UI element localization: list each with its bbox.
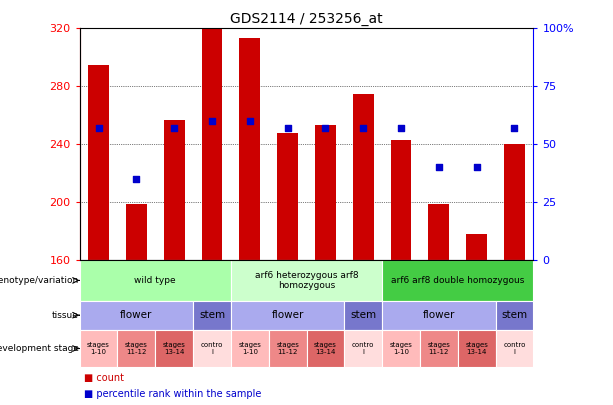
Bar [353, 94, 373, 260]
Text: genotype/variation: genotype/variation [0, 276, 79, 285]
Bar [345, 301, 382, 330]
Bar [345, 330, 382, 367]
Text: contro
l: contro l [352, 342, 375, 355]
Text: stages
1-10: stages 1-10 [87, 342, 110, 355]
Point [472, 164, 482, 171]
Point [207, 118, 217, 124]
Text: stages
11-12: stages 11-12 [276, 342, 299, 355]
Point [358, 125, 368, 131]
Bar [390, 140, 411, 260]
Title: GDS2114 / 253256_at: GDS2114 / 253256_at [230, 12, 383, 26]
Text: stem: stem [199, 310, 225, 320]
Bar [80, 330, 118, 367]
Bar [466, 234, 487, 260]
Point [321, 125, 330, 131]
Text: contro
l: contro l [201, 342, 223, 355]
Point [94, 125, 104, 131]
Bar [268, 330, 306, 367]
Bar [495, 330, 533, 367]
Point [434, 164, 444, 171]
Bar [202, 24, 223, 260]
Text: stages
1-10: stages 1-10 [390, 342, 413, 355]
Text: flower: flower [422, 310, 455, 320]
Bar [193, 330, 231, 367]
Text: stages
13-14: stages 13-14 [163, 342, 186, 355]
Bar [80, 301, 193, 330]
Bar [231, 301, 345, 330]
Bar [80, 260, 231, 301]
Text: wild type: wild type [134, 276, 176, 285]
Bar [504, 144, 525, 260]
Bar [240, 38, 260, 260]
Text: arf6 arf8 double homozygous: arf6 arf8 double homozygous [391, 276, 524, 285]
Text: flower: flower [272, 310, 304, 320]
Text: stages
13-14: stages 13-14 [314, 342, 337, 355]
Point [396, 125, 406, 131]
Point [245, 118, 255, 124]
Point [283, 125, 292, 131]
Bar [277, 133, 298, 260]
Bar [382, 330, 420, 367]
Bar [315, 126, 336, 260]
Text: stem: stem [350, 310, 376, 320]
Text: arf6 heterozygous arf8
homozygous: arf6 heterozygous arf8 homozygous [254, 271, 359, 290]
Bar [495, 301, 533, 330]
Point [509, 125, 519, 131]
Bar [306, 330, 345, 367]
Text: ■ percentile rank within the sample: ■ percentile rank within the sample [84, 390, 262, 399]
Text: stages
11-12: stages 11-12 [125, 342, 148, 355]
Text: stages
13-14: stages 13-14 [465, 342, 488, 355]
Bar [231, 260, 382, 301]
Text: stages
1-10: stages 1-10 [238, 342, 261, 355]
Text: ■ count: ■ count [84, 373, 124, 383]
Text: contro
l: contro l [503, 342, 525, 355]
Bar [155, 330, 193, 367]
Bar [231, 330, 268, 367]
Text: flower: flower [120, 310, 153, 320]
Bar [88, 64, 109, 260]
Text: stages
11-12: stages 11-12 [427, 342, 450, 355]
Bar [382, 301, 495, 330]
Bar [420, 330, 458, 367]
Bar [126, 204, 147, 260]
Point [131, 176, 141, 182]
Bar [382, 260, 533, 301]
Text: development stage: development stage [0, 344, 79, 353]
Point [169, 125, 179, 131]
Text: stem: stem [501, 310, 527, 320]
Text: tissue: tissue [52, 311, 79, 320]
Bar [193, 301, 231, 330]
Bar [118, 330, 155, 367]
Bar [164, 119, 185, 260]
Bar [428, 204, 449, 260]
Bar [458, 330, 495, 367]
